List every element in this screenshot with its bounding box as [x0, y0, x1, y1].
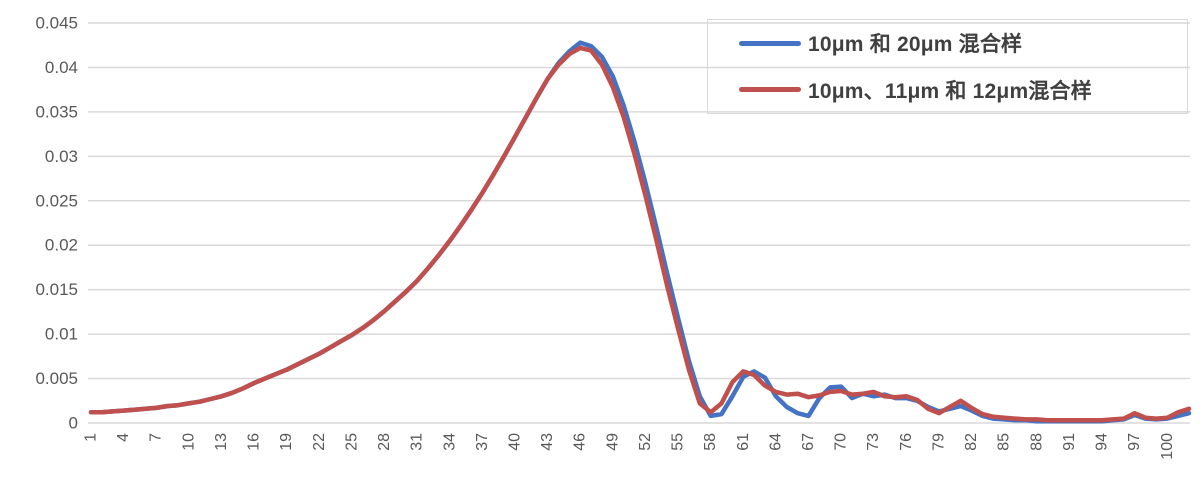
x-axis-tick-label: 64 [767, 433, 784, 451]
x-axis-tick-label: 55 [670, 433, 687, 451]
y-axis-tick-label: 0.02 [45, 236, 78, 255]
x-axis-tick-label: 70 [833, 433, 850, 451]
x-axis-tick-label: 88 [1028, 433, 1045, 451]
y-axis-tick-label: 0.015 [35, 280, 78, 299]
x-axis-tick-label: 61 [735, 433, 752, 451]
x-axis-tick-label: 37 [474, 433, 491, 451]
x-axis-tick-label: 97 [1126, 433, 1143, 451]
x-axis-tick-label: 82 [963, 433, 980, 451]
y-axis-tick-label: 0.025 [35, 191, 78, 210]
x-axis-tick-label: 34 [441, 433, 458, 451]
chart-legend: 10μm 和 20μm 混合样 10μm、11μm 和 12μm混合样 [707, 19, 1188, 114]
x-axis-tick-label: 58 [702, 433, 719, 451]
y-axis-tick-label: 0.035 [35, 102, 78, 121]
x-axis-tick-label: 7 [148, 433, 165, 442]
series-line-2[interactable] [88, 45, 1192, 423]
x-axis-tick-label: 19 [278, 433, 295, 451]
y-axis-tick-label: 0.005 [35, 369, 78, 388]
x-axis-tick-label: 10 [180, 433, 197, 451]
x-axis-tick-label: 1 [83, 433, 100, 442]
x-axis-tick-label: 28 [376, 433, 393, 451]
legend-item-series2[interactable]: 10μm、11μm 和 12μm混合样 [708, 67, 1187, 114]
x-axis-tick-label: 16 [246, 433, 263, 451]
y-axis-tick-label: 0 [69, 414, 78, 433]
x-axis-tick-label: 100 [1159, 433, 1176, 460]
x-axis-tick-label: 67 [800, 433, 817, 451]
legend-item-series1[interactable]: 10μm 和 20μm 混合样 [708, 20, 1187, 67]
y-axis-tick-label: 0.03 [45, 147, 78, 166]
y-axis-tick-label: 0.01 [45, 325, 78, 344]
x-axis-tick-label: 22 [311, 433, 328, 451]
series2-line-swatch [739, 87, 801, 93]
x-axis-tick-label: 85 [996, 433, 1013, 451]
x-axis-tick-label: 43 [539, 433, 556, 451]
x-axis-tick-label: 25 [343, 433, 360, 451]
series1-line-swatch [739, 40, 801, 46]
x-axis-tick-label: 79 [930, 433, 947, 451]
x-axis-tick-label: 46 [572, 433, 589, 451]
x-axis-tick-label: 40 [506, 433, 523, 451]
x-axis-tick-label: 13 [213, 433, 230, 451]
y-axis-tick-label: 0.04 [45, 58, 78, 77]
y-axis-tick-label: 0.045 [35, 14, 78, 33]
x-axis-tick-label: 76 [898, 433, 915, 451]
series1-legend-label: 10μm 和 20μm 混合样 [808, 33, 1023, 57]
x-axis-tick-label: 31 [409, 433, 426, 451]
x-axis-tick-label: 73 [865, 433, 882, 451]
series2-legend-label: 10μm、11μm 和 12μm混合样 [808, 79, 1092, 103]
x-axis-tick-label: 52 [637, 433, 654, 451]
x-axis-tick-label: 91 [1061, 433, 1078, 451]
x-axis-tick-label: 4 [115, 433, 132, 442]
x-axis-tick-label: 94 [1094, 433, 1111, 451]
x-axis-tick-label: 49 [604, 433, 621, 451]
